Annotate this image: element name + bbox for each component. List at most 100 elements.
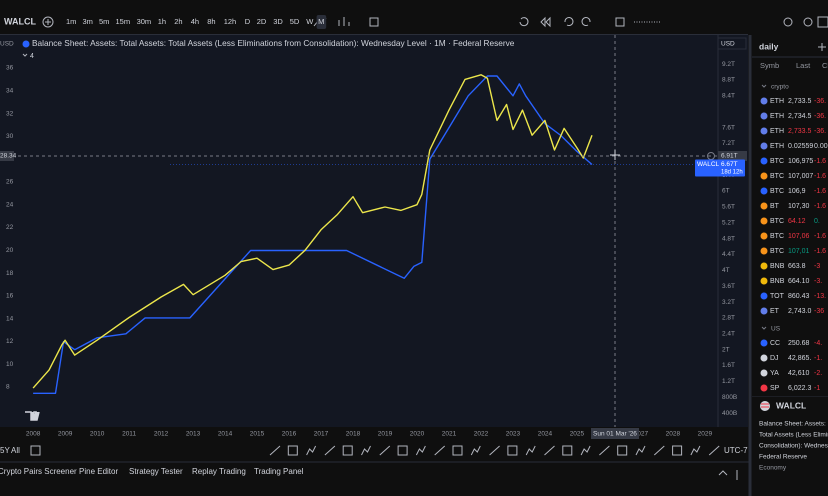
undo-icon[interactable] [564, 17, 574, 26]
row-symbol[interactable]: ETH [770, 113, 784, 120]
drawing-tool-icon[interactable] [599, 445, 610, 456]
drawing-tool-icon[interactable] [672, 445, 683, 456]
drawing-tool-icon[interactable] [489, 445, 500, 456]
row-last[interactable]: 42,865. [788, 355, 811, 362]
alert-icon[interactable] [519, 17, 529, 27]
screenshot-icon[interactable] [817, 16, 828, 28]
row-symbol[interactable]: BTC [770, 218, 784, 225]
row-last[interactable]: 2,734.5 [788, 113, 811, 120]
range-button[interactable]: 5Y [0, 446, 10, 455]
drawing-tool-icon[interactable] [269, 445, 281, 456]
drawing-tool-icon[interactable] [562, 445, 573, 456]
drawing-tool-icon[interactable] [434, 445, 446, 456]
section-title[interactable]: US [771, 326, 781, 333]
panel-tab[interactable]: Strategy Tester [129, 467, 183, 476]
drawing-tool-icon[interactable] [452, 445, 463, 456]
row-change[interactable]: -2. [814, 370, 822, 377]
date-range-icon[interactable] [30, 445, 41, 456]
row-symbol[interactable]: SP [770, 385, 780, 392]
row-change[interactable]: -4. [814, 340, 822, 347]
row-symbol[interactable]: TOT [770, 293, 785, 300]
column-header[interactable]: Ch [822, 61, 828, 70]
row-symbol[interactable]: BTC [770, 158, 784, 165]
interval-button[interactable]: 1h [158, 17, 166, 26]
row-symbol[interactable]: CC [770, 340, 780, 347]
row-last[interactable]: 64.12 [788, 218, 806, 225]
row-symbol[interactable]: DJ [770, 355, 779, 362]
panel-tab[interactable]: Replay Trading [192, 467, 246, 476]
panel-tab[interactable]: Trading Panel [254, 467, 304, 476]
row-change[interactable]: -1.6 [814, 233, 826, 240]
range-button[interactable]: All [11, 446, 20, 455]
watchlist-name[interactable]: daily [759, 41, 779, 51]
row-symbol[interactable]: BTC [770, 233, 784, 240]
row-symbol[interactable]: YA [770, 370, 779, 377]
row-last[interactable]: 106,975 [788, 158, 813, 165]
row-last[interactable]: 2,733.5 [788, 128, 811, 135]
row-last[interactable]: 2,743.0 [788, 308, 811, 315]
interval-button[interactable]: 5D [290, 17, 300, 26]
timezone[interactable]: UTC-7 [724, 446, 748, 455]
interval-button[interactable]: 1m [66, 17, 76, 26]
interval-button[interactable]: W [306, 17, 314, 26]
row-change[interactable]: -3. [814, 278, 822, 285]
drawing-tool-icon[interactable] [690, 445, 701, 456]
interval-button[interactable]: 4h [191, 17, 199, 26]
drawing-tool-icon[interactable] [379, 445, 391, 456]
interval-button[interactable]: 3m [83, 17, 93, 26]
row-symbol[interactable]: BT [770, 203, 780, 210]
interval-button[interactable]: 2h [174, 17, 182, 26]
row-symbol[interactable]: BTC [770, 188, 784, 195]
drawing-tool-icon[interactable] [544, 445, 555, 456]
drawing-tool-icon[interactable] [306, 445, 317, 456]
row-change[interactable]: -1.6 [814, 203, 826, 210]
row-symbol[interactable]: BTC [770, 248, 784, 255]
interval-button[interactable]: 15m [116, 17, 131, 26]
interval-button[interactable]: D [245, 17, 251, 26]
interval-button[interactable]: 2D [257, 17, 267, 26]
interval-button[interactable]: 8h [207, 17, 215, 26]
row-last[interactable]: 6,022.3 [788, 385, 811, 392]
drawing-tool-icon[interactable] [415, 445, 426, 456]
row-last[interactable]: 2,733.5 [788, 98, 811, 105]
row-symbol[interactable]: BTC [770, 173, 784, 180]
drawing-tool-icon[interactable] [342, 445, 353, 456]
drawing-tool-icon[interactable] [324, 445, 336, 456]
row-symbol[interactable]: BNB [770, 263, 785, 270]
row-change[interactable]: -36. [814, 98, 826, 105]
row-change[interactable]: -1.6 [814, 188, 826, 195]
row-change[interactable]: -13. [814, 293, 826, 300]
currency-box[interactable] [717, 37, 747, 50]
panel-controls[interactable] [718, 470, 738, 480]
row-change[interactable]: -1. [814, 355, 822, 362]
collapse-count[interactable]: 4 [30, 53, 34, 60]
row-change[interactable]: -1 [814, 385, 820, 392]
currency-right[interactable]: USD [721, 41, 735, 48]
layout-icon[interactable] [369, 17, 379, 27]
interval-button[interactable]: 3D [273, 17, 283, 26]
row-last[interactable]: 107,007 [788, 173, 813, 180]
drawing-tool-icon[interactable] [617, 445, 628, 456]
collapse-icon[interactable] [22, 53, 28, 57]
interval-button[interactable]: 30m [137, 17, 152, 26]
row-change[interactable]: -1.6 [814, 173, 826, 180]
row-last[interactable]: 107,01 [788, 248, 810, 255]
row-change[interactable]: -1.6 [814, 248, 826, 255]
interval-button[interactable]: 5m [99, 17, 109, 26]
drawing-tool-icon[interactable] [708, 445, 720, 456]
redo-icon[interactable] [581, 17, 591, 26]
column-header[interactable]: Last [796, 61, 811, 70]
settings-icon[interactable] [803, 17, 813, 27]
drawing-tool-icon[interactable] [507, 445, 518, 456]
row-change[interactable]: -36 [814, 308, 824, 315]
section-title[interactable]: crypto [771, 84, 789, 91]
row-last[interactable]: 106,9 [788, 188, 806, 195]
panel-tab[interactable]: Pine Editor [79, 467, 118, 476]
row-symbol[interactable]: ETH [770, 128, 784, 135]
drawing-tool-icon[interactable] [580, 445, 591, 456]
drawing-tool-icon[interactable] [635, 445, 646, 456]
row-change[interactable]: 0. [814, 218, 820, 225]
drawing-tool-icon[interactable] [287, 445, 298, 456]
drawing-tool-icon[interactable] [653, 445, 665, 456]
row-change[interactable]: -3 [814, 263, 820, 270]
